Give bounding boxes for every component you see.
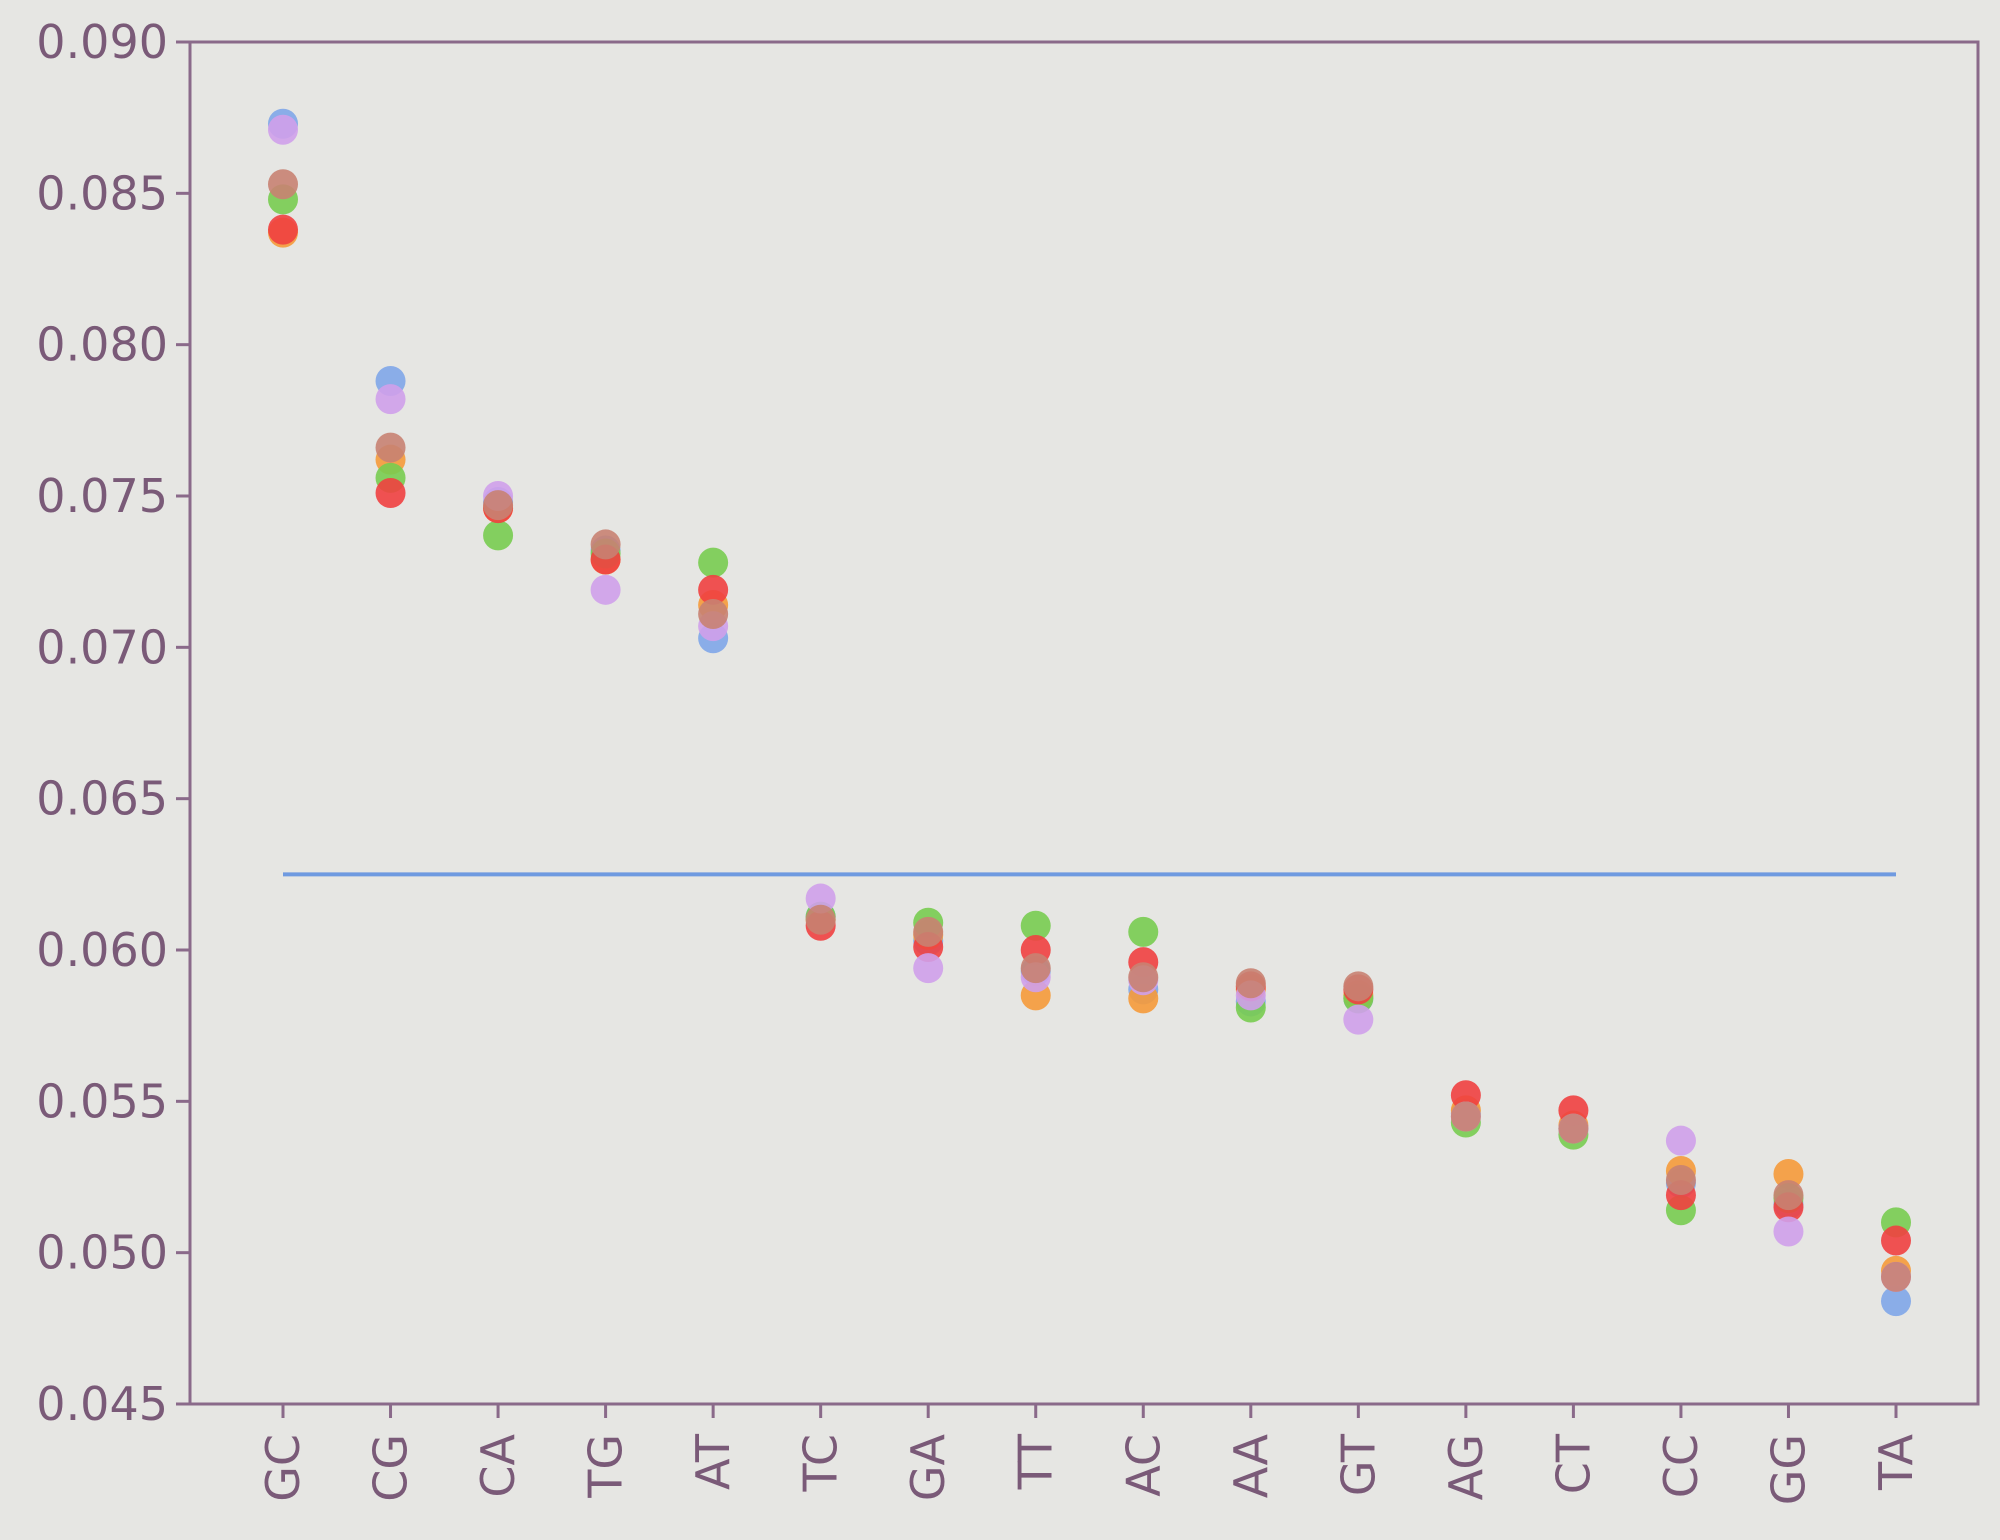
points-layer [268, 108, 1911, 1317]
data-point-ac [1128, 962, 1159, 993]
x-tick-label-ta: TA [1869, 1433, 1923, 1491]
series-4 [268, 114, 1911, 1292]
data-point-tt [1020, 953, 1051, 984]
x-tick-label-cg: CG [364, 1434, 418, 1502]
y-axis: 0.045 0.050 0.055 0.060 0.065 0.070 0.075 0.080… [36, 15, 190, 1431]
data-point-ga [913, 916, 944, 947]
x-tick-label-gt: GT [1331, 1433, 1385, 1496]
data-point-cc [1665, 1165, 1696, 1196]
plot-area [188, 40, 1980, 1406]
data-point-cc [1665, 1125, 1696, 1156]
y-tick-label: 0.050 [36, 1226, 168, 1280]
x-tick-label-tg: TG [579, 1434, 633, 1499]
data-point-gc [268, 114, 298, 145]
data-point-tg [590, 574, 621, 605]
data-point-gc [268, 169, 298, 200]
data-point-ta [1881, 1225, 1911, 1256]
y-tick-label: 0.080 [36, 318, 168, 372]
data-point-tt [1020, 910, 1051, 941]
data-point-ct [1558, 1113, 1589, 1144]
series-3 [268, 214, 1911, 1256]
y-tick-label: 0.055 [36, 1074, 168, 1128]
x-tick-label-tc: TC [794, 1434, 848, 1493]
data-point-ta [1881, 1286, 1911, 1317]
data-point-ca [483, 520, 514, 551]
y-tick-label: 0.060 [36, 923, 168, 977]
x-tick-label-ag: AG [1439, 1434, 1493, 1500]
data-point-gg [1773, 1158, 1804, 1189]
y-tick-label: 0.090 [36, 15, 168, 69]
data-point-ga [913, 953, 944, 984]
data-point-aa [1235, 968, 1266, 999]
data-point-tc [805, 883, 836, 914]
data-point-gt [1343, 971, 1374, 1002]
x-tick-label-at: AT [686, 1433, 740, 1490]
y-tick-label: 0.085 [36, 166, 168, 220]
data-point-ag [1450, 1080, 1481, 1111]
y-tick-label: 0.065 [36, 772, 168, 826]
data-point-cg [375, 384, 406, 415]
data-point-gt [1343, 1004, 1374, 1035]
series-0 [268, 108, 1911, 1317]
x-tick-label-cc: CC [1654, 1434, 1708, 1498]
data-point-at [698, 547, 729, 578]
series-1 [268, 217, 1911, 1286]
data-point-cg [375, 432, 406, 463]
data-point-at [698, 574, 729, 605]
data-point-ag [1450, 1101, 1481, 1132]
data-point-cg [375, 477, 406, 508]
x-tick-label-ac: AC [1116, 1434, 1170, 1497]
series-5 [268, 169, 1911, 1292]
x-tick-label-ga: GA [901, 1433, 955, 1501]
data-point-at [698, 599, 729, 630]
data-point-ta [1881, 1261, 1911, 1292]
data-point-ac [1128, 916, 1159, 947]
x-tick-label-aa: AA [1224, 1433, 1278, 1498]
data-point-gc [268, 214, 298, 245]
data-point-tg [590, 529, 621, 560]
x-tick-label-gc: GC [256, 1434, 310, 1502]
data-point-ca [483, 490, 514, 521]
x-tick-label-ct: CT [1546, 1433, 1600, 1494]
x-tick-label-tt: TT [1009, 1433, 1063, 1490]
data-point-gg [1773, 1180, 1804, 1211]
data-point-tc [805, 904, 836, 935]
series-2 [268, 184, 1911, 1238]
x-axis: GC CG CA TG AT TC GA TT AC AA GT AG CT CC GG TA [256, 1404, 1923, 1505]
x-tick-label-gg: GG [1761, 1434, 1815, 1505]
y-tick-label: 0.075 [36, 469, 168, 523]
y-tick-label: 0.045 [36, 1377, 168, 1431]
x-tick-label-ca: CA [471, 1433, 525, 1497]
y-tick-label: 0.070 [36, 620, 168, 674]
data-point-gg [1773, 1216, 1804, 1247]
